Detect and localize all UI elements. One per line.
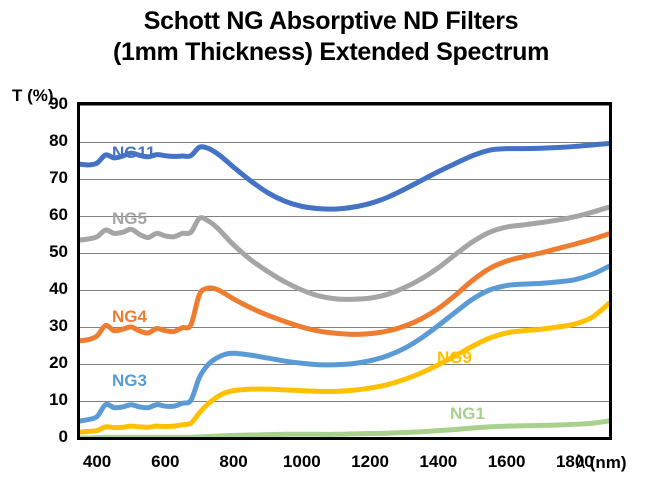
y-tick-0: 0 — [58, 427, 68, 446]
y-tick-20: 20 — [49, 353, 68, 372]
curve-NG5 — [80, 204, 609, 302]
series-label-ng3: NG3 — [112, 371, 147, 390]
y-tick-50: 50 — [49, 242, 68, 261]
chart-title-line-1: Schott NG Absorptive ND Filters — [143, 7, 519, 35]
series-label-ng5: NG5 — [112, 209, 147, 228]
y-tick-60: 60 — [49, 205, 68, 224]
y-tick-40: 40 — [49, 279, 68, 298]
y-tick-70: 70 — [49, 168, 68, 187]
y-tick-90: 90 — [49, 94, 68, 113]
x-tick-1000: 1000 — [282, 452, 321, 471]
curve-NG9 — [80, 300, 609, 435]
series-label-ng11: NG11 — [112, 143, 156, 162]
x-tick-1600: 1600 — [487, 452, 526, 471]
series-label-ng9: NG9 — [437, 348, 472, 367]
x-tick-1200: 1200 — [351, 452, 389, 471]
y-axis-title: T (%) — [12, 86, 54, 105]
curve-NG4 — [80, 231, 609, 344]
curve-NG3 — [80, 263, 609, 424]
series-label-ng1: NG1 — [450, 404, 485, 423]
chart-title: Schott NG Absorptive ND Filters (1mm Thi… — [0, 6, 662, 68]
y-tick-80: 80 — [49, 131, 68, 150]
chart-title-line-2: (1mm Thickness) Extended Spectrum — [112, 38, 550, 66]
x-tick-800: 800 — [219, 452, 248, 471]
curve-NG11 — [80, 140, 609, 212]
x-axis-unit: (nm) — [589, 453, 627, 472]
lambda-symbol: λ — [576, 452, 585, 472]
x-tick-600: 600 — [151, 452, 180, 471]
y-tick-10: 10 — [49, 390, 68, 409]
plot-frame — [77, 102, 612, 440]
y-tick-30: 30 — [49, 316, 68, 335]
series-label-ng4: NG4 — [112, 307, 147, 326]
x-tick-1400: 1400 — [419, 452, 458, 471]
x-tick-1800: 1800 — [555, 452, 594, 471]
curve-NG1 — [80, 418, 609, 438]
gridlines — [80, 105, 609, 402]
x-tick-400: 400 — [82, 452, 112, 471]
x-axis-title: λ (nm) — [576, 452, 627, 473]
